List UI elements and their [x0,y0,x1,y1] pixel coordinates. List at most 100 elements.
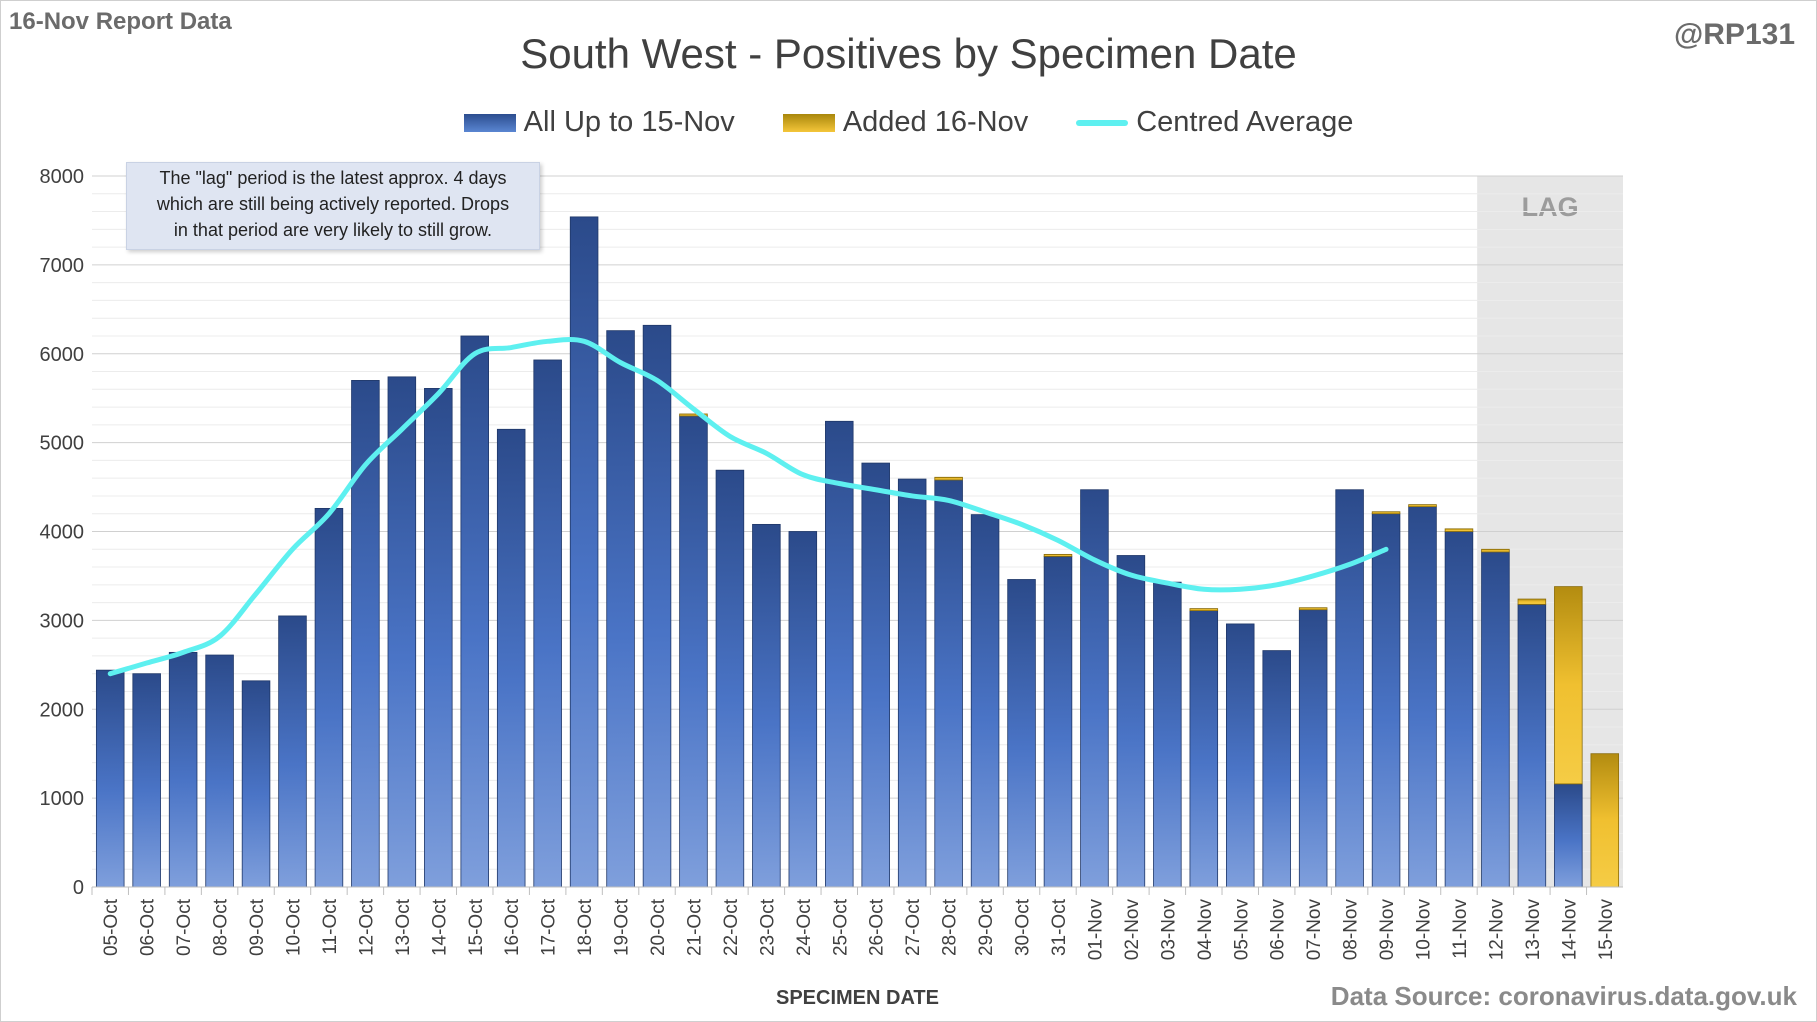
x-tick-label: 19-Oct [612,898,633,956]
y-tick-label: 5000 [40,433,85,455]
legend-swatch-average [1076,119,1129,126]
bar-base [168,651,198,888]
legend-item-added: Added 16-Nov [782,106,1029,139]
x-tick-label: 07-Oct [174,898,195,956]
bar-added [1371,511,1401,515]
x-tick-label: 04-Nov [1195,899,1216,961]
x-tick-label: 12-Oct [356,898,377,956]
bar-added [1517,598,1547,605]
y-tick-label: 8000 [40,166,85,188]
bar-base [1007,579,1036,888]
x-tick-label: 21-Oct [684,898,705,956]
x-tick-label: 24-Oct [794,898,815,956]
x-tick-label: 15-Oct [466,898,487,956]
bar-added [1444,528,1474,532]
x-tick-label: 07-Nov [1304,899,1325,961]
report-label: 16-Nov Report Data [9,8,232,35]
bar-base [606,330,635,888]
bar-base [825,420,854,888]
bar-base [1225,623,1255,888]
legend-label-added: Added 16-Nov [842,106,1029,138]
bar-base [1408,506,1437,888]
bar-added [1481,548,1510,553]
x-tick-label: 31-Oct [1049,898,1070,956]
centred-average-line [107,336,1389,677]
bar-added [1189,608,1219,611]
x-tick-label: 10-Nov [1414,899,1435,961]
bar-base [897,478,927,888]
bar-base [496,428,526,888]
x-tick-label: 13-Nov [1523,899,1544,961]
x-tick-label: 08-Oct [211,898,232,956]
legend-label-base: All Up to 15-Nov [523,106,735,138]
x-tick-label: 05-Oct [101,898,122,956]
bar-added [1408,504,1437,508]
bar-added [679,413,708,417]
bar-added [1590,753,1620,888]
bar-base [642,324,672,888]
x-tick-label: 15-Nov [1596,899,1617,961]
bar-base [1481,551,1510,888]
x-tick-label: 06-Oct [138,898,159,956]
x-tick-label: 09-Oct [247,898,268,956]
x-tick-label: 13-Oct [393,898,414,956]
bar-base [715,469,745,888]
bar-base [241,680,271,888]
bar-base [1153,581,1182,888]
bar-base [424,388,453,888]
bar-base [132,673,161,888]
bar-base [1554,783,1583,888]
lag-label: LAG [1522,192,1579,222]
x-tick-label: 14-Nov [1559,899,1580,961]
bar-base [205,654,234,888]
bar-base [1371,513,1401,888]
lag-note-line-3: in that period are very likely to still … [173,220,493,240]
bar-base [679,415,708,888]
bar-added [934,476,963,481]
bar-base [460,335,490,888]
x-tick-label: 23-Oct [757,898,778,956]
legend-label-average: Centred Average [1136,106,1354,138]
bar-base [1043,555,1073,888]
bar-base [1335,489,1364,888]
x-tick-label: 16-Oct [502,898,523,956]
bar-base [1298,609,1328,888]
bar-added [1043,553,1073,557]
bar-base [1116,555,1146,888]
x-tick-label: 29-Oct [976,898,997,956]
legend-swatch-base [463,113,516,132]
x-tick-label: 12-Nov [1486,899,1507,961]
lag-note: The "lag" period is the latest approx. 4… [126,162,540,250]
x-tick-label: 01-Nov [1085,899,1106,961]
bar-added [1554,586,1583,785]
x-tick-label: 05-Nov [1231,899,1252,961]
y-tick-label: 1000 [40,788,85,810]
bar-base [934,479,963,888]
bar-base [970,514,1000,888]
author-handle: @RP131 [1674,18,1795,51]
x-tick-label: 26-Oct [867,898,888,956]
bar-base [861,462,890,888]
x-tick-label: 28-Oct [940,898,961,956]
x-tick-label: 20-Oct [648,898,669,956]
x-tick-label: 08-Nov [1341,899,1362,961]
x-axis-title: SPECIMEN DATE [776,987,939,1009]
x-tick-label: 22-Oct [721,898,742,956]
x-tick-label: 14-Oct [429,898,450,956]
x-tick-label: 30-Oct [1013,898,1034,956]
y-tick-label: 2000 [40,699,85,721]
legend-item-base: All Up to 15-Nov [463,106,735,139]
bar-base [533,359,562,888]
x-tick-label: 02-Nov [1122,899,1143,961]
x-tick-label: 17-Oct [539,898,560,956]
x-tick-label: 11-Nov [1450,899,1471,959]
bar-base [1517,603,1547,888]
bar-base [1189,610,1219,888]
bar-base [1262,650,1291,888]
data-source: Data Source: coronavirus.data.gov.uk [1330,981,1797,1011]
x-tick-label: 10-Oct [283,898,304,956]
lag-note-line-1: The "lag" period is the latest approx. 4… [159,168,507,188]
bar-added [1298,607,1328,611]
legend-item-average: Centred Average [1076,106,1353,139]
